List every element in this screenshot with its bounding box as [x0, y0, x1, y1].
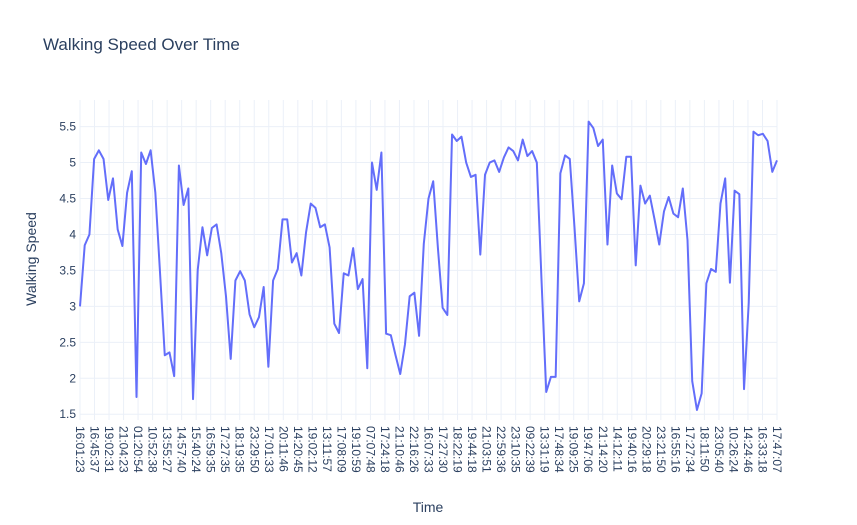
x-tick-label: 13:31:19	[538, 426, 552, 473]
x-axis-ticks: 16:01:23 16:45:37 19:02:31 21:04:23 01:20:54…	[73, 426, 784, 473]
x-tick-label: 13:55:27	[160, 426, 174, 473]
series-layer	[79, 120, 778, 411]
x-tick-label: 19:09:25	[567, 426, 581, 473]
x-tick-label: 23:21:50	[654, 426, 668, 473]
x-tick-label: 17:27:34	[683, 426, 697, 473]
y-tick-label: 3	[69, 299, 76, 313]
x-tick-label: 17:27:30	[436, 426, 450, 473]
x-tick-label: 21:03:51	[480, 426, 494, 473]
x-tick-label: 14:20:45	[291, 426, 305, 473]
y-axis-title: Walking Speed	[23, 212, 39, 306]
x-axis-title: Time	[413, 499, 444, 515]
x-tick-label: 22:59:36	[494, 426, 508, 473]
y-tick-label: 1.5	[59, 407, 76, 421]
x-tick-label: 17:47:07	[770, 426, 784, 473]
x-tick-label: 18:22:19	[451, 426, 465, 473]
grid-layer	[79, 100, 778, 420]
x-tick-label: 23:29:50	[247, 426, 261, 473]
y-tick-label: 3.5	[59, 263, 76, 277]
x-tick-label: 19:02:12	[305, 426, 319, 473]
x-tick-label: 16:55:16	[668, 426, 682, 473]
x-tick-label: 17:01:33	[262, 426, 276, 473]
x-tick-label: 01:20:54	[131, 426, 145, 473]
x-tick-label: 21:04:23	[117, 426, 131, 473]
x-tick-label: 17:08:09	[334, 426, 348, 473]
x-tick-label: 07:07:48	[363, 426, 377, 473]
x-tick-label: 19:02:31	[102, 426, 116, 473]
y-tick-label: 2	[69, 371, 76, 385]
x-tick-label: 10:26:24	[726, 426, 740, 473]
x-tick-label: 19:44:18	[465, 426, 479, 473]
x-tick-label: 19:47:06	[581, 426, 595, 473]
y-tick-label: 4	[69, 227, 76, 241]
x-tick-label: 17:27:35	[218, 426, 232, 473]
x-tick-label: 20:11:46	[276, 426, 290, 472]
x-tick-label: 23:05:40	[712, 426, 726, 473]
y-tick-label: 2.5	[59, 335, 76, 349]
x-tick-label: 17:24:18	[378, 426, 392, 473]
x-tick-label: 16:45:37	[88, 426, 102, 473]
x-tick-label: 16:33:18	[755, 426, 769, 473]
x-tick-label: 16:59:35	[204, 426, 218, 473]
x-tick-label: 18:19:35	[233, 426, 247, 473]
series-line-walking-speed	[79, 120, 778, 411]
x-tick-label: 20:29:18	[639, 426, 653, 473]
x-tick-label: 18:11:50	[697, 426, 711, 472]
x-tick-label: 17:48:34	[552, 426, 566, 473]
y-tick-label: 5	[69, 156, 76, 170]
x-tick-label: 19:40:16	[625, 426, 639, 473]
x-tick-label: 14:12:11	[610, 426, 624, 472]
x-tick-label: 09:22:39	[523, 426, 537, 473]
x-tick-label: 15:40:24	[189, 426, 203, 473]
x-tick-label: 19:10:59	[349, 426, 363, 473]
x-tick-label: 16:01:23	[73, 426, 87, 473]
chart-title: Walking Speed Over Time	[43, 35, 240, 54]
x-tick-label: 22:16:26	[407, 426, 421, 473]
x-tick-label: 21:14:20	[596, 426, 610, 473]
y-tick-label: 4.5	[59, 192, 76, 206]
x-tick-label: 10:52:38	[146, 426, 160, 473]
x-tick-label: 13:11:57	[320, 426, 334, 472]
x-tick-label: 23:10:35	[509, 426, 523, 473]
x-tick-label: 16:07:33	[422, 426, 436, 473]
x-tick-label: 21:10:46	[392, 426, 406, 473]
x-tick-label: 14:57:40	[175, 426, 189, 473]
y-tick-label: 5.5	[59, 120, 76, 134]
y-axis-ticks: 1.5 2 2.5 3 3.5 4 4.5 5 5.5	[59, 120, 76, 422]
x-tick-label: 14:24:46	[741, 426, 755, 473]
